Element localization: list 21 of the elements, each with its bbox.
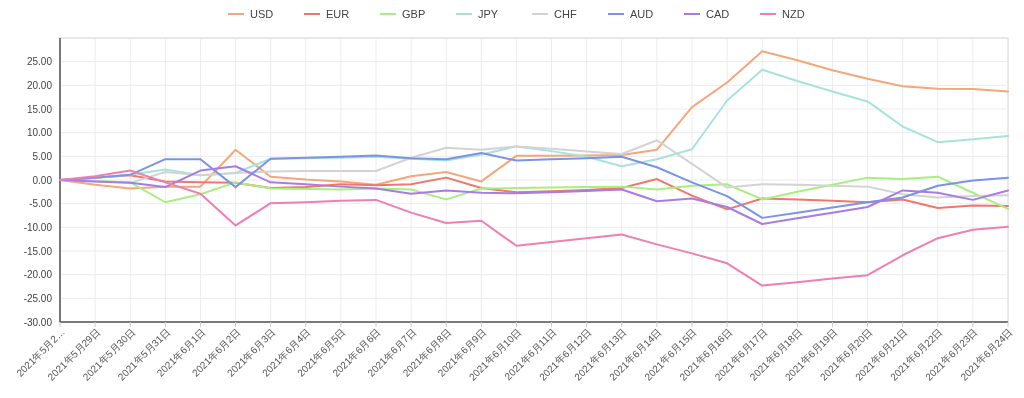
legend-label: USD — [250, 7, 274, 20]
y-tick-label: -15.00 — [23, 245, 53, 257]
legend-label: EUR — [326, 7, 350, 20]
y-tick-label: 0.00 — [32, 174, 53, 186]
y-tick-label: 20.00 — [26, 79, 53, 91]
y-tick-label: -25.00 — [23, 292, 53, 304]
legend-label: GBP — [402, 7, 426, 20]
y-tick-label: 25.00 — [26, 56, 53, 68]
y-tick-label: -5.00 — [29, 198, 53, 210]
y-tick-label: 15.00 — [26, 103, 53, 115]
y-tick-label: 10.00 — [26, 127, 53, 139]
y-tick-label: -30.00 — [23, 316, 53, 328]
legend-label: CHF — [554, 7, 577, 20]
y-tick-label: -20.00 — [23, 269, 53, 281]
line-series — [59, 169, 1009, 287]
legend-label: CAD — [706, 7, 730, 20]
legend-label: JPY — [478, 7, 499, 20]
legend-label: NZD — [782, 7, 805, 20]
y-tick-label: -10.00 — [23, 221, 53, 233]
legend-label: AUD — [630, 7, 654, 20]
y-tick-label: 5.00 — [32, 150, 53, 162]
